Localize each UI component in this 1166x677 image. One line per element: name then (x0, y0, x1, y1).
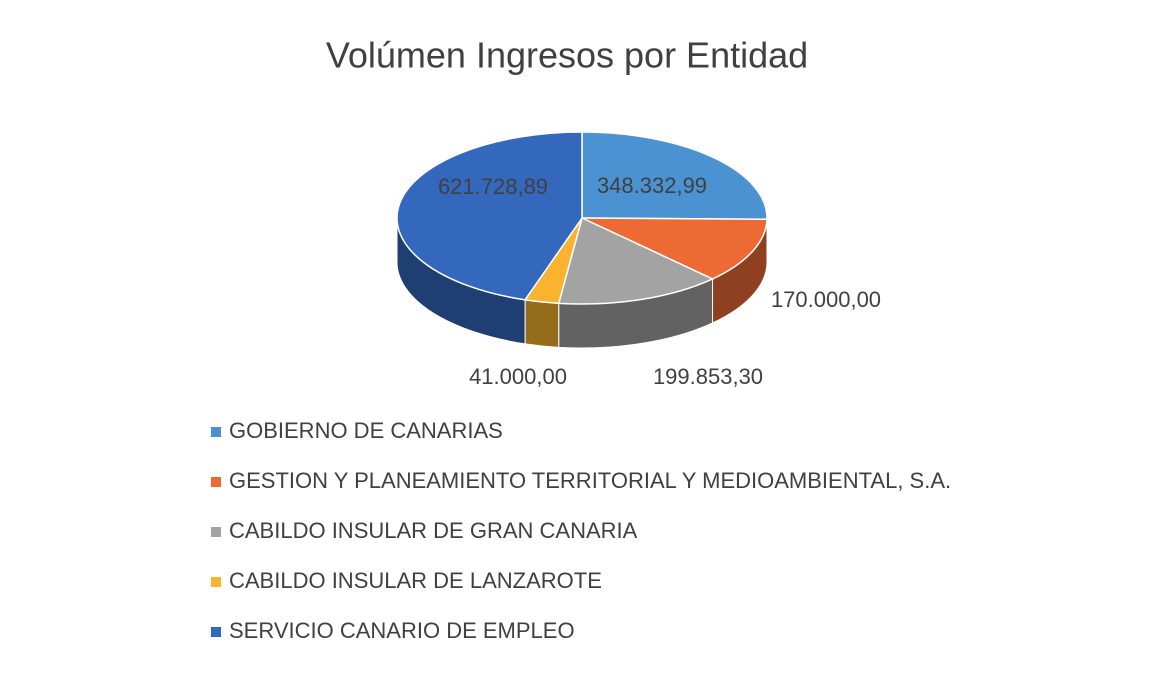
legend-swatch (211, 577, 221, 587)
slice-side (525, 300, 559, 347)
legend-swatch (211, 527, 221, 537)
legend-swatch (211, 427, 221, 437)
legend-swatch (211, 627, 221, 637)
legend-label: GOBIERNO DE CANARIAS (229, 418, 503, 443)
chart-title: Volúmen Ingresos por Entidad (326, 35, 808, 76)
pie-tops (397, 132, 767, 304)
data-label: 41.000,00 (469, 364, 567, 389)
data-label: 621.728,89 (438, 174, 548, 199)
data-label: 199.853,30 (653, 364, 763, 389)
legend-label: CABILDO INSULAR DE LANZAROTE (229, 568, 602, 593)
legend-swatch (211, 477, 221, 487)
legend-label: CABILDO INSULAR DE GRAN CANARIA (229, 518, 638, 543)
legend-label: SERVICIO CANARIO DE EMPLEO (229, 618, 575, 643)
data-label: 170.000,00 (771, 287, 881, 312)
legend-label: GESTION Y PLANEAMIENTO TERRITORIAL Y MED… (229, 468, 951, 493)
legend: GOBIERNO DE CANARIAS GESTION Y PLANEAMIEN… (211, 418, 951, 643)
data-label: 348.332,99 (597, 173, 707, 198)
